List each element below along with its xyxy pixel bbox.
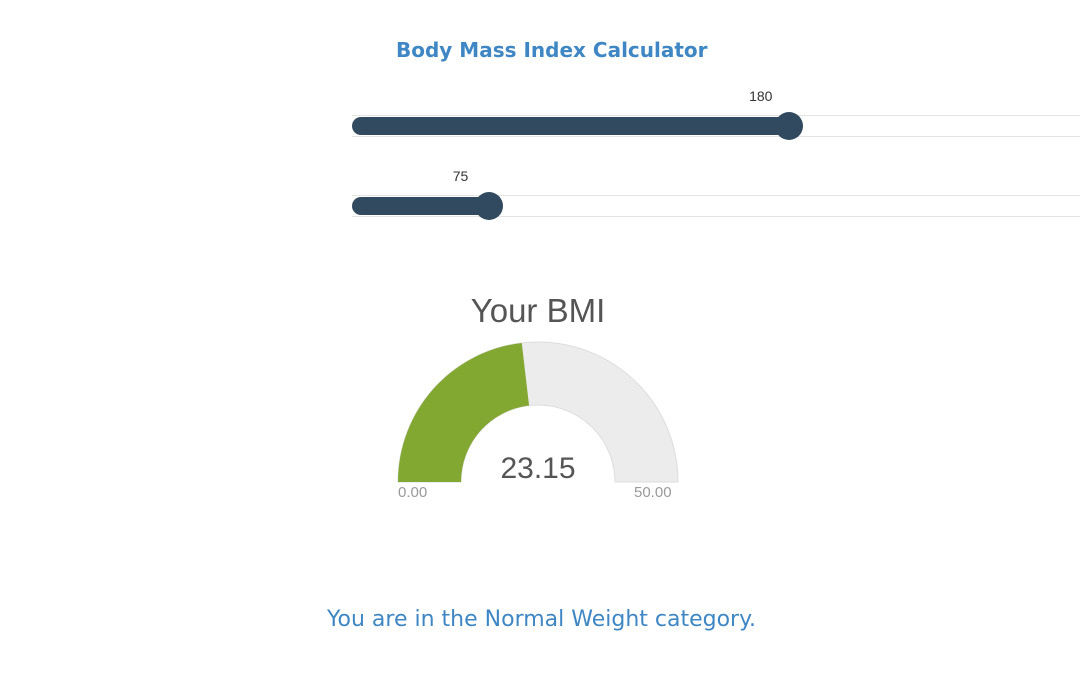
gauge-min-label: 0.00 [398, 484, 428, 501]
weight-slider-value: 75 [452, 168, 469, 184]
bmi-category-text: You are in the Normal Weight category. [327, 607, 756, 632]
weight-slider-fill [352, 197, 489, 215]
gauge-filled-arc [398, 342, 530, 482]
height-slider-fill [352, 117, 789, 135]
gauge-max-label: 50.00 [634, 484, 672, 501]
height-slider[interactable]: 180 [352, 88, 1080, 140]
height-slider-thumb[interactable] [774, 112, 803, 140]
gauge-value: 23.15 [500, 452, 576, 485]
weight-slider-track[interactable] [352, 195, 1080, 217]
gauge-chart [397, 341, 679, 483]
height-slider-value: 180 [749, 88, 773, 104]
page-title: Body Mass Index Calculator [396, 38, 708, 62]
weight-slider[interactable]: 75 [352, 168, 1080, 220]
gauge-title: Your BMI [470, 292, 606, 329]
weight-slider-thumb[interactable] [474, 192, 503, 220]
bmi-gauge: Your BMI 23.15 0.00 50.00 [380, 286, 700, 516]
